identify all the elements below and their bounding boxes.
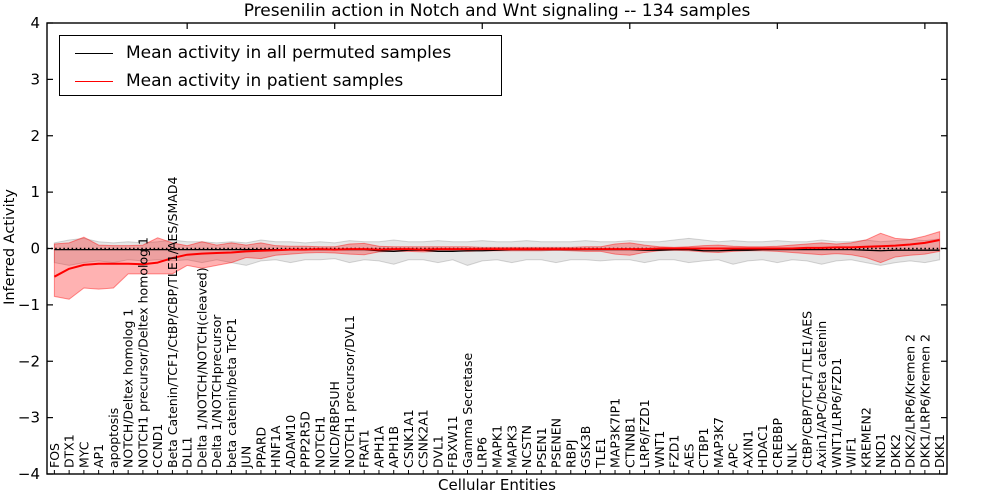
x-category-label: NOTCH1	[312, 416, 327, 468]
y-tick-label: −3	[18, 409, 40, 427]
x-axis-label: Cellular Entities	[438, 476, 556, 494]
x-category-label: beta catenin/beta TrCP1	[224, 318, 239, 468]
x-category-label: DLL1	[180, 436, 195, 468]
x-category-label: WNT1	[652, 431, 667, 468]
x-category-label: APC	[726, 443, 741, 468]
x-category-label: CSNK2A1	[416, 409, 431, 468]
x-category-label: LRP6/FZD1	[637, 399, 652, 468]
y-tick-label: −1	[18, 296, 40, 314]
x-category-label: FOS	[47, 443, 62, 468]
y-tick-label: −2	[18, 352, 40, 370]
permuted-confidence-band	[53, 237, 941, 266]
x-category-label: DKK1/LRP6/Kremen 2	[917, 334, 932, 468]
x-category-label: RBPJ	[563, 440, 578, 469]
x-category-label: FZD1	[667, 435, 682, 468]
legend-row-patient: Mean activity in patient samples	[60, 67, 501, 95]
x-category-label: NKD1	[873, 433, 888, 468]
x-category-label: MAP3K7	[711, 417, 726, 468]
x-category-label: HDAC1	[755, 424, 770, 468]
x-category-label: CTNNB1	[622, 416, 637, 468]
x-category-label: Axin1/APC/beta catenin	[814, 321, 829, 468]
x-category-label: KREMEN2	[858, 407, 873, 468]
x-category-label: NOTCH/Deltex homolog 1	[121, 309, 136, 468]
x-category-label: AP1	[91, 444, 106, 468]
x-category-label: WNT1/LRP6/FZD1	[829, 358, 844, 468]
permuted-mean-line	[54, 248, 940, 252]
y-tick-label: 0	[30, 240, 40, 258]
x-category-label: APH1B	[386, 426, 401, 468]
x-category-label: MAPK1	[490, 425, 505, 468]
patient-mean-line	[53, 239, 940, 278]
x-category-label: Delta 1/NOTCH/NOTCH(cleaved)	[194, 267, 209, 468]
x-category-label: CTBP1	[696, 428, 711, 468]
legend-line-sample-patient	[75, 80, 113, 82]
legend-label-permuted: Mean activity in all permuted samples	[126, 43, 452, 63]
chart-title: Presenilin action in Notch and Wnt signa…	[243, 1, 751, 21]
x-category-label: HNF1A	[268, 425, 283, 468]
x-category-label: APH1A	[371, 426, 386, 468]
y-tick-label: 4	[30, 14, 40, 32]
x-category-label: FBXW11	[445, 415, 460, 468]
x-category-label: AES	[681, 444, 696, 468]
x-category-label: MYC	[76, 441, 91, 468]
x-category-label: PSEN1	[534, 427, 549, 468]
y-tick-label: 3	[30, 70, 40, 88]
x-category-label: NOTCH1 precursor/Deltex homolog 1	[135, 237, 150, 468]
x-category-label: DKK1	[932, 434, 947, 468]
x-category-label: NOTCH1 precursor/DVL1	[342, 315, 357, 468]
x-category-label: FRAT1	[357, 429, 372, 468]
x-category-label: TLE1	[593, 438, 608, 469]
y-tick-label: −4	[18, 465, 40, 483]
x-category-label: PPP2R5D	[298, 411, 313, 468]
x-category-label: CCND1	[150, 424, 165, 468]
x-category-label: DKK2/LRP6/Kremen 2	[903, 334, 918, 468]
y-tick-label: 1	[30, 183, 40, 201]
x-category-label: Gamma Secretase	[460, 353, 475, 468]
x-category-label: DTX1	[62, 434, 77, 468]
legend-label-patient: Mean activity in patient samples	[126, 71, 404, 91]
x-category-label: JUN	[239, 446, 254, 469]
x-category-label: AXIN1	[740, 430, 755, 468]
x-category-label: DVL1	[430, 435, 445, 468]
x-category-label: CSNK1A1	[401, 409, 416, 468]
x-category-label: ADAM10	[283, 415, 298, 468]
x-category-label: WIF1	[844, 437, 859, 468]
y-tick-label: 2	[30, 127, 40, 145]
x-category-label: NCSTN	[519, 425, 534, 468]
x-category-label: GSK3B	[578, 426, 593, 468]
y-axis-label: Inferred Activity	[2, 189, 18, 305]
x-category-label: NICD/RBPSUH	[327, 381, 342, 468]
legend: Mean activity in all permuted samples Me…	[59, 35, 502, 96]
x-category-label: apoptosis	[106, 408, 121, 468]
x-category-label: MAPK3	[504, 425, 519, 468]
x-category-label: NLK	[785, 443, 800, 468]
x-category-label: Beta Catenin/TCF1/CtBP/CBP/TLE1/AES/SMAD…	[165, 177, 180, 468]
legend-line-sample-permuted	[75, 52, 113, 54]
x-category-label: DKK2	[888, 434, 903, 468]
x-category-label: LRP6	[475, 437, 490, 468]
x-category-label: PPARD	[253, 427, 268, 468]
x-category-label: PSENEN	[549, 418, 564, 468]
legend-row-permuted: Mean activity in all permuted samples	[60, 39, 501, 67]
x-category-label: CtBP/CBP/TCF1/TLE1/AES	[799, 311, 814, 468]
x-category-label: CREBBP	[770, 418, 785, 468]
x-category-label: Delta 1/NOTCHprecursor	[209, 314, 224, 468]
x-category-label: MAP3K7IP1	[608, 398, 623, 468]
